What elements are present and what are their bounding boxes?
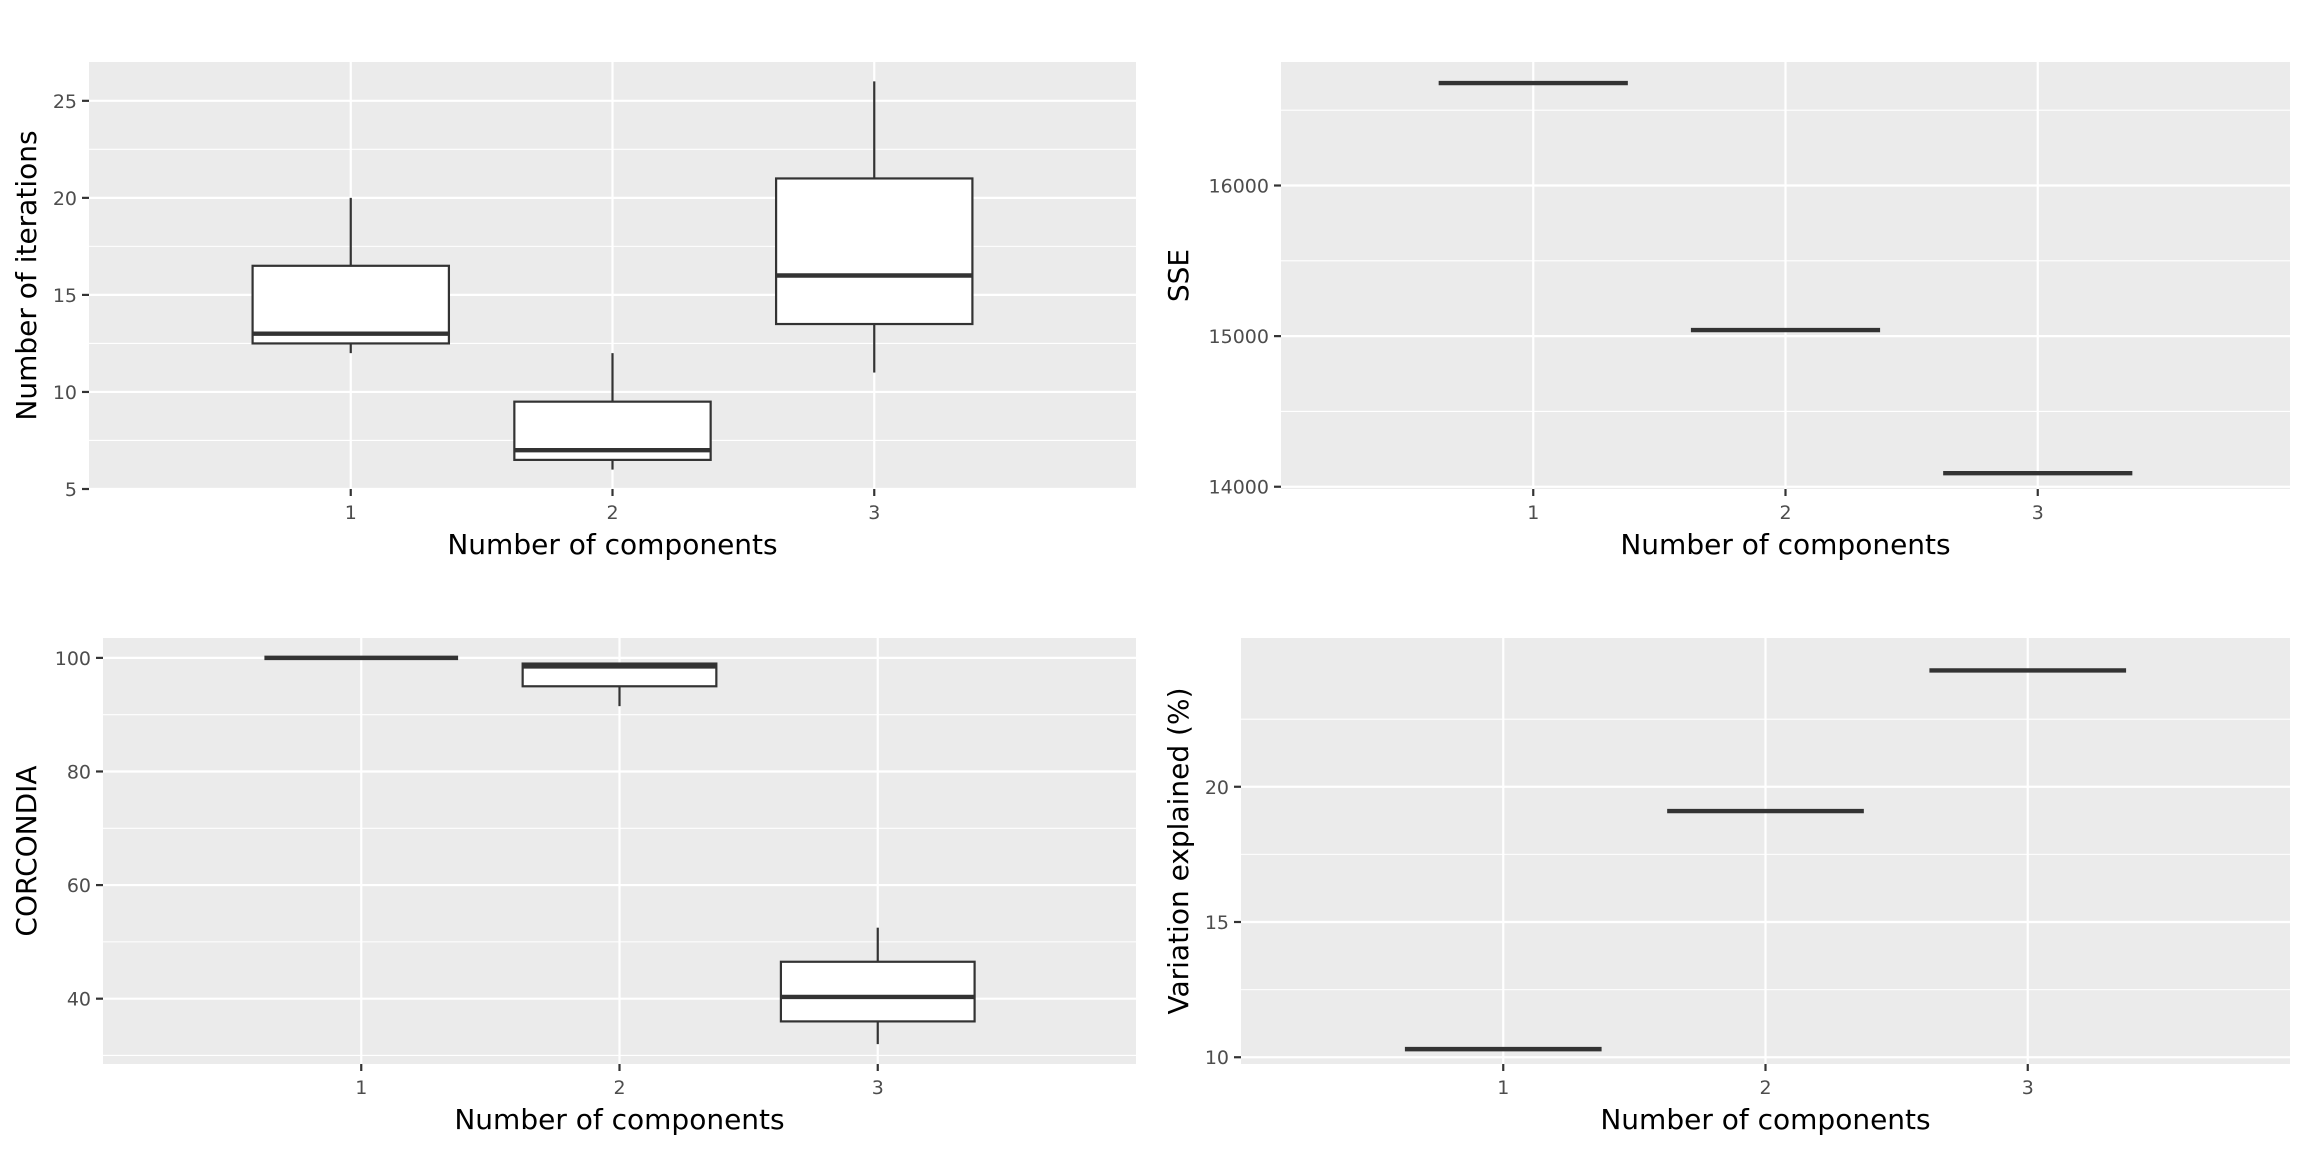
x-axis-title: Number of components bbox=[454, 1103, 784, 1136]
y-tick-label: 80 bbox=[67, 761, 91, 783]
panel-3: 40 60 80 100 1 2 3 Number of components CORCONDI… bbox=[10, 638, 1136, 1136]
panel-4: 10 15 20 1 2 3 Number of components Variation e… bbox=[1162, 638, 2290, 1136]
y-tick-label: 10 bbox=[53, 382, 77, 404]
x-tick-label: 1 bbox=[345, 502, 357, 524]
y-axis-title: CORCONDIA bbox=[10, 765, 43, 936]
box-2 bbox=[513, 353, 712, 470]
x-tick-label: 2 bbox=[1779, 502, 1791, 524]
box-1 bbox=[251, 197, 451, 354]
box-body bbox=[521, 662, 718, 688]
y-tick-label: 40 bbox=[67, 989, 91, 1011]
y-tick-label: 10 bbox=[1205, 1047, 1229, 1069]
y-tick-label: 25 bbox=[53, 91, 77, 113]
x-tick-label: 3 bbox=[868, 502, 880, 524]
y-tick-label: 15000 bbox=[1209, 326, 1269, 348]
y-tick-label: 100 bbox=[55, 648, 91, 670]
x-tick-label: 2 bbox=[606, 502, 618, 524]
x-tick-label: 1 bbox=[1497, 1077, 1509, 1099]
box-body bbox=[779, 960, 976, 1023]
y-tick-label: 60 bbox=[67, 875, 91, 897]
x-tick-label: 1 bbox=[1527, 502, 1539, 524]
x-tick-label: 3 bbox=[2032, 502, 2044, 524]
box-3 bbox=[779, 927, 976, 1045]
x-tick-label: 2 bbox=[1759, 1077, 1771, 1099]
y-tick-label: 16000 bbox=[1209, 176, 1269, 198]
box-2 bbox=[521, 662, 718, 707]
x-axis-title: Number of components bbox=[447, 528, 777, 561]
y-axis-title: Number of iterations bbox=[10, 130, 43, 420]
y-tick-label: 20 bbox=[53, 188, 77, 210]
x-tick-label: 1 bbox=[355, 1077, 367, 1099]
y-axis-title: Variation explained (%) bbox=[1162, 687, 1195, 1014]
box-body bbox=[774, 177, 974, 326]
panel-1: 5 10 15 20 25 1 2 3 Number of components Number o… bbox=[10, 62, 1136, 561]
y-axis-title: SSE bbox=[1162, 249, 1195, 302]
box-body bbox=[251, 264, 451, 345]
panel-2: 14000 15000 16000 1 2 3 Number of components SS… bbox=[1162, 62, 2290, 561]
y-tick-label: 20 bbox=[1205, 777, 1229, 799]
x-axis-title: Number of components bbox=[1600, 1103, 1930, 1136]
x-tick-label: 3 bbox=[2022, 1077, 2034, 1099]
y-tick-label: 5 bbox=[65, 479, 77, 501]
x-tick-label: 3 bbox=[872, 1077, 884, 1099]
y-tick-label: 14000 bbox=[1209, 477, 1269, 499]
y-tick-label: 15 bbox=[1205, 912, 1229, 934]
box-3 bbox=[774, 81, 974, 373]
x-tick-label: 2 bbox=[613, 1077, 625, 1099]
y-tick-label: 15 bbox=[53, 285, 77, 307]
x-axis-title: Number of components bbox=[1620, 528, 1950, 561]
